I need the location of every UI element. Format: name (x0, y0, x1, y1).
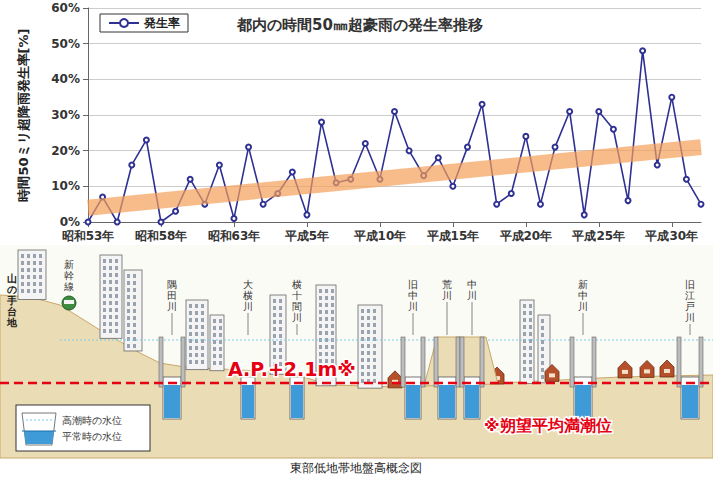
svg-text:10%: 10% (51, 179, 80, 193)
svg-text:横: 横 (292, 279, 302, 290)
svg-text:中: 中 (408, 290, 418, 301)
svg-text:隅: 隅 (167, 279, 177, 290)
svg-text:荒: 荒 (442, 279, 452, 290)
svg-text:線: 線 (63, 281, 74, 292)
svg-text:横: 横 (243, 290, 253, 301)
svg-text:中: 中 (578, 290, 588, 301)
svg-text:川: 川 (292, 312, 302, 323)
svg-text:50%: 50% (51, 37, 80, 51)
svg-text:A.P.+2.1m※: A.P.+2.1m※ (228, 358, 356, 380)
svg-text:川: 川 (408, 301, 418, 312)
svg-text:0%: 0% (60, 215, 80, 229)
svg-text:十: 十 (292, 290, 302, 301)
svg-text:平常時の水位: 平常時の水位 (62, 431, 122, 442)
svg-text:地: 地 (6, 317, 18, 328)
svg-text:田: 田 (167, 290, 177, 301)
svg-text:幹: 幹 (64, 270, 74, 281)
svg-text:中: 中 (467, 279, 477, 290)
svg-text:川: 川 (578, 301, 588, 312)
svg-text:川: 川 (167, 301, 177, 312)
svg-text:40%: 40% (51, 72, 80, 86)
svg-text:新: 新 (578, 279, 588, 290)
svg-text:大: 大 (243, 279, 253, 290)
svg-text:台: 台 (7, 306, 17, 317)
svg-text:平成10年: 平成10年 (353, 229, 407, 243)
svg-text:手: 手 (6, 295, 17, 306)
svg-text:都内の時間50㎜超豪雨の発生率推移: 都内の時間50㎜超豪雨の発生率推移 (236, 16, 483, 34)
svg-text:60%: 60% (51, 1, 80, 15)
svg-text:平成20年: 平成20年 (499, 229, 553, 243)
svg-text:新: 新 (64, 259, 74, 270)
svg-text:平成30年: 平成30年 (644, 229, 698, 243)
svg-text:平成25年: 平成25年 (571, 229, 625, 243)
svg-text:戸: 戸 (685, 301, 695, 312)
svg-text:20%: 20% (51, 144, 80, 158)
svg-text:旧: 旧 (408, 279, 418, 290)
svg-text:昭和58年: 昭和58年 (135, 229, 188, 243)
svg-text:発生率: 発生率 (143, 16, 180, 30)
svg-text:江: 江 (685, 290, 695, 301)
svg-text:高潮時の水位: 高潮時の水位 (62, 415, 122, 426)
svg-text:山: 山 (7, 273, 17, 284)
svg-text:川: 川 (243, 301, 253, 312)
svg-text:川: 川 (685, 312, 695, 323)
svg-text:東部低地帯地盤高概念図: 東部低地帯地盤高概念図 (290, 461, 422, 475)
svg-text:昭和53年: 昭和53年 (62, 229, 115, 243)
svg-text:時間50ミリ超降雨発生率[%]: 時間50ミリ超降雨発生率[%] (16, 29, 31, 202)
svg-text:平成15年: 平成15年 (426, 229, 480, 243)
svg-text:昭和63年: 昭和63年 (208, 229, 261, 243)
svg-text:間: 間 (292, 301, 302, 312)
svg-text:平成5年: 平成5年 (284, 229, 329, 243)
svg-text:※朔望平均満潮位: ※朔望平均満潮位 (484, 416, 612, 435)
svg-text:川: 川 (442, 290, 452, 301)
svg-text:の: の (7, 284, 17, 295)
svg-text:30%: 30% (51, 108, 80, 122)
svg-text:川: 川 (467, 290, 477, 301)
svg-text:旧: 旧 (685, 279, 695, 290)
